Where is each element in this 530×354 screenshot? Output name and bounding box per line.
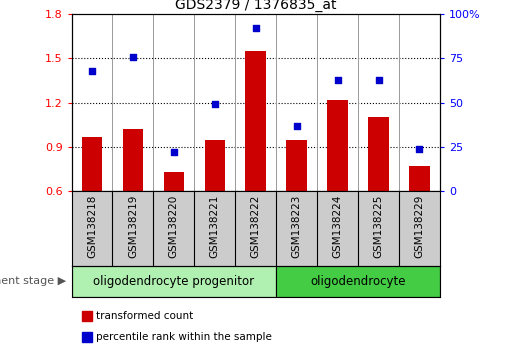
Text: oligodendrocyte: oligodendrocyte [310,275,406,288]
Bar [164,172,184,280]
Point [293,123,301,129]
Bar [245,51,266,280]
Text: GSM138224: GSM138224 [333,195,342,258]
Bar [205,139,225,280]
Text: development stage ▶: development stage ▶ [0,276,66,286]
Text: GSM138223: GSM138223 [292,195,302,258]
Text: GSM138225: GSM138225 [374,195,384,258]
Point [88,68,96,74]
Bar [328,100,348,280]
FancyBboxPatch shape [276,266,440,297]
Text: GSM138229: GSM138229 [414,195,425,258]
Point [170,149,178,155]
Point [210,102,219,107]
Text: GSM138222: GSM138222 [251,195,261,258]
Point [415,146,423,152]
Bar [286,139,307,280]
Text: GSM138221: GSM138221 [210,195,220,258]
Text: oligodendrocyte progenitor: oligodendrocyte progenitor [93,275,254,288]
Bar [123,129,143,280]
Title: GDS2379 / 1376835_at: GDS2379 / 1376835_at [175,0,337,12]
Text: percentile rank within the sample: percentile rank within the sample [96,332,272,342]
Bar [409,166,430,280]
Text: GSM138220: GSM138220 [169,195,179,258]
Point [374,77,383,82]
Text: GSM138219: GSM138219 [128,195,138,258]
Text: transformed count: transformed count [96,311,193,321]
FancyBboxPatch shape [72,266,276,297]
Bar [368,118,388,280]
Bar [82,137,102,280]
Point [333,77,342,82]
Point [251,25,260,31]
Text: GSM138218: GSM138218 [87,195,97,258]
Point [129,54,137,59]
